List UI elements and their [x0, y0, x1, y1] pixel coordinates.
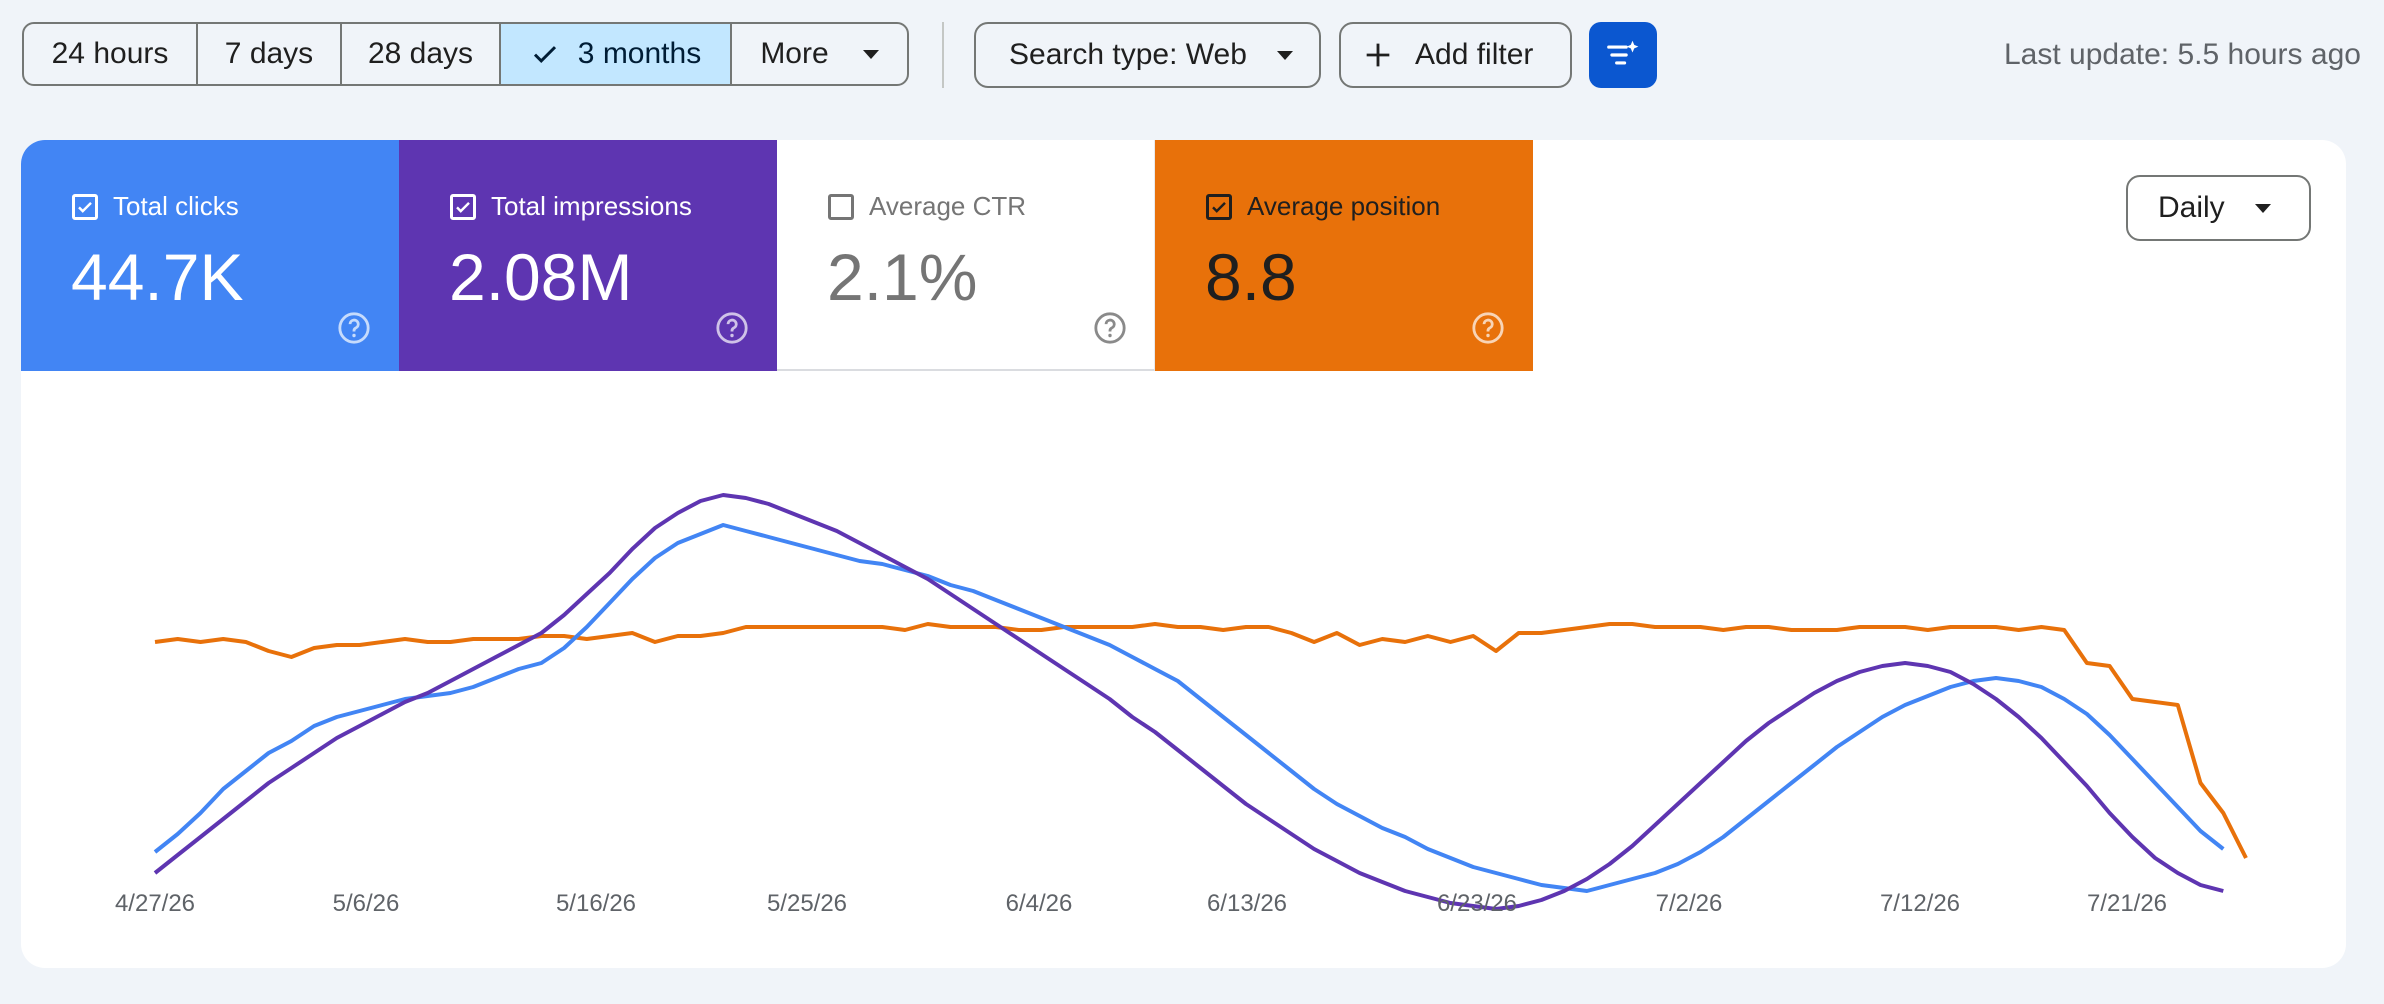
range-label: 3 months	[577, 37, 702, 70]
range-label: 24 hours	[51, 37, 169, 70]
check-icon	[456, 201, 470, 213]
filter-sparkle-icon	[1607, 40, 1639, 65]
range-label: 28 days	[367, 37, 474, 70]
metric-label: Average position	[1247, 191, 1441, 221]
series-line-position	[154, 622, 2248, 859]
range-28-days[interactable]: 28 days	[342, 24, 501, 84]
metric-average-position[interactable]: Average position 8.8	[1155, 140, 1533, 371]
granularity-label: Daily	[2158, 191, 2225, 224]
metric-header: Average CTR	[828, 191, 1026, 222]
check-icon	[1212, 201, 1226, 213]
metric-total-clicks[interactable]: Total clicks 44.7K	[21, 140, 399, 371]
help-icon[interactable]	[1093, 311, 1127, 345]
smart-filter-button[interactable]	[1589, 22, 1657, 88]
search-type-dropdown[interactable]: Search type: Web	[974, 22, 1321, 88]
metric-value: 2.08M	[449, 240, 633, 314]
range-more-button[interactable]: More	[732, 24, 907, 84]
checkbox-icon[interactable]	[1206, 193, 1232, 220]
x-tick-label: 6/13/26	[1207, 890, 1287, 917]
performance-card: 4/27/26 5/6/26 5/16/26 5/25/26 6/4/26 6/13/26…	[21, 140, 2346, 968]
add-filter-label: Add filter	[1415, 38, 1534, 71]
metric-average-ctr[interactable]: Average CTR 2.1%	[777, 140, 1155, 371]
series-line-impressions	[153, 493, 2224, 911]
range-label: 7 days	[224, 37, 314, 70]
range-label: More	[760, 37, 829, 70]
performance-chart: 4/27/26 5/6/26 5/16/26 5/25/26 6/4/26 6/13/26…	[115, 493, 2248, 917]
plus-icon	[1366, 43, 1390, 67]
last-update-text: Last update: 5.5 hours ago	[2004, 38, 2361, 71]
x-tick-label: 4/27/26	[115, 890, 195, 917]
range-3-months[interactable]: 3 months	[501, 24, 732, 84]
metric-header: Total clicks	[72, 191, 239, 222]
checkbox-icon[interactable]	[450, 193, 476, 220]
range-24-hours[interactable]: 24 hours	[24, 24, 198, 84]
series-line-clicks	[153, 523, 2225, 893]
chevron-down-icon	[1276, 50, 1293, 60]
chevron-down-icon	[862, 49, 879, 59]
x-tick-label: 7/21/26	[2087, 890, 2167, 917]
metric-value: 2.1%	[827, 240, 978, 314]
toolbar-divider	[942, 22, 944, 88]
x-tick-label: 5/6/26	[333, 890, 400, 917]
x-tick-label: 5/25/26	[767, 890, 847, 917]
search-type-label: Search type: Web	[1009, 38, 1247, 71]
range-7-days[interactable]: 7 days	[198, 24, 342, 84]
x-tick-label: 7/2/26	[1656, 890, 1723, 917]
date-range-selector: 24 hours 7 days 28 days 3 months More	[22, 22, 909, 86]
help-icon[interactable]	[715, 311, 749, 345]
toolbar: 24 hours 7 days 28 days 3 months More Se…	[0, 0, 2384, 112]
metric-label: Average CTR	[869, 191, 1027, 221]
metric-label: Total impressions	[491, 191, 692, 221]
help-icon[interactable]	[337, 311, 371, 345]
help-icon[interactable]	[1471, 311, 1505, 345]
checkbox-icon[interactable]	[828, 193, 854, 220]
metric-value: 44.7K	[71, 240, 244, 314]
chevron-down-icon	[2254, 203, 2271, 213]
metric-header: Total impressions	[450, 191, 692, 222]
check-icon	[78, 201, 92, 213]
metric-value: 8.8	[1205, 240, 1297, 314]
check-icon	[533, 46, 556, 63]
granularity-dropdown[interactable]: Daily	[2126, 175, 2311, 241]
metric-total-impressions[interactable]: Total impressions 2.08M	[399, 140, 777, 371]
checkbox-icon[interactable]	[72, 193, 98, 220]
metric-label: Total clicks	[113, 191, 239, 221]
add-filter-button[interactable]: Add filter	[1339, 22, 1572, 88]
metric-header: Average position	[1206, 191, 1440, 222]
x-tick-label: 6/23/26	[1437, 890, 1517, 917]
x-tick-label: 6/4/26	[1006, 890, 1073, 917]
x-tick-label: 5/16/26	[556, 890, 636, 917]
x-tick-label: 7/12/26	[1880, 890, 1960, 917]
